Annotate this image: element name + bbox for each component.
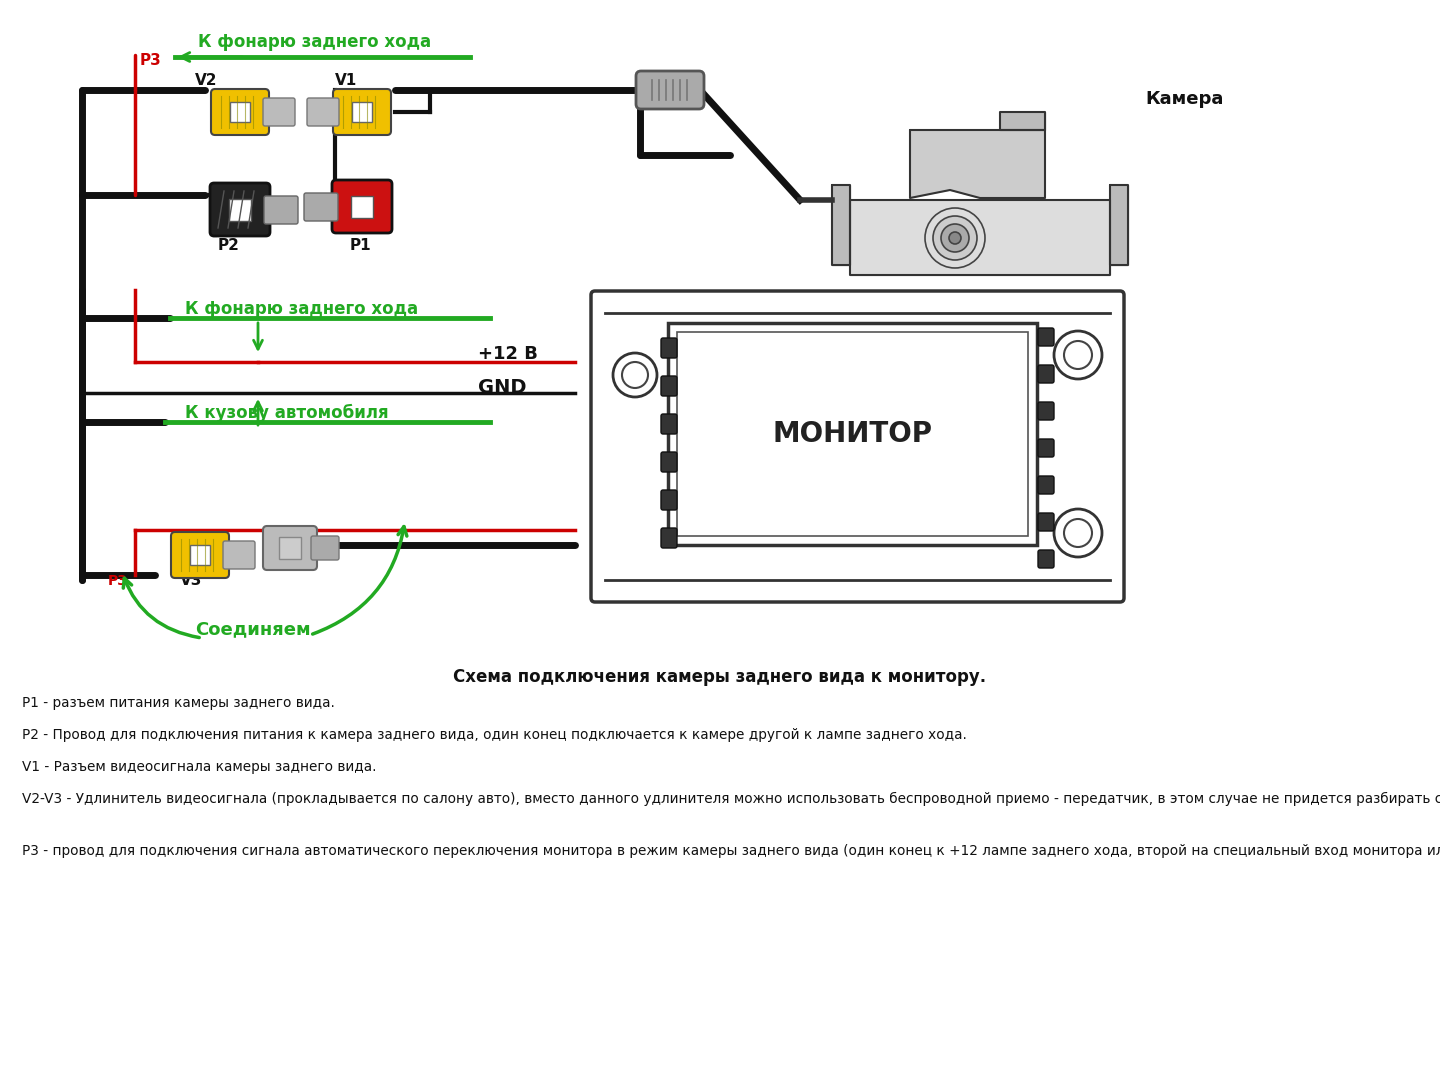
Text: Схема подключения камеры заднего вида к монитору.: Схема подключения камеры заднего вида к … <box>454 668 986 686</box>
Text: P2 - Провод для подключения питания к камера заднего вида, один конец подключает: P2 - Провод для подключения питания к ка… <box>22 728 966 742</box>
Circle shape <box>622 362 648 388</box>
Polygon shape <box>832 185 850 265</box>
Polygon shape <box>850 200 1110 276</box>
FancyBboxPatch shape <box>661 490 677 510</box>
FancyBboxPatch shape <box>307 98 338 126</box>
Text: +12 В: +12 В <box>478 345 539 363</box>
FancyBboxPatch shape <box>590 291 1125 602</box>
FancyBboxPatch shape <box>1038 402 1054 420</box>
Text: P3 - провод для подключения сигнала автоматического переключения монитора в режи: P3 - провод для подключения сигнала авто… <box>22 844 1440 858</box>
Polygon shape <box>999 111 1045 130</box>
Circle shape <box>613 353 657 397</box>
FancyBboxPatch shape <box>230 102 251 122</box>
Text: МОНИТОР: МОНИТОР <box>772 420 933 448</box>
Circle shape <box>1064 341 1092 369</box>
FancyBboxPatch shape <box>661 338 677 358</box>
FancyBboxPatch shape <box>661 376 677 396</box>
FancyBboxPatch shape <box>311 536 338 560</box>
FancyBboxPatch shape <box>171 532 229 578</box>
FancyBboxPatch shape <box>677 332 1028 536</box>
Circle shape <box>949 232 960 244</box>
FancyBboxPatch shape <box>668 323 1037 545</box>
FancyBboxPatch shape <box>210 183 271 236</box>
Circle shape <box>1064 519 1092 547</box>
FancyBboxPatch shape <box>279 537 301 559</box>
Circle shape <box>933 215 976 260</box>
FancyBboxPatch shape <box>661 528 677 548</box>
FancyBboxPatch shape <box>333 180 392 233</box>
Text: V1: V1 <box>336 73 357 88</box>
Polygon shape <box>1110 185 1128 265</box>
FancyBboxPatch shape <box>264 98 295 126</box>
FancyBboxPatch shape <box>1038 328 1054 346</box>
FancyBboxPatch shape <box>1038 550 1054 568</box>
Text: К фонарю заднего хода: К фонарю заднего хода <box>184 300 418 318</box>
Text: V1 - Разъем видеосигнала камеры заднего вида.: V1 - Разъем видеосигнала камеры заднего … <box>22 760 376 774</box>
Text: Соединяем: Соединяем <box>194 620 311 638</box>
FancyBboxPatch shape <box>223 541 255 569</box>
Polygon shape <box>910 130 1045 198</box>
Text: Камера: Камера <box>1145 90 1224 108</box>
FancyBboxPatch shape <box>1038 513 1054 531</box>
Text: P1: P1 <box>350 238 372 253</box>
FancyBboxPatch shape <box>661 452 677 472</box>
FancyBboxPatch shape <box>333 89 392 135</box>
Text: P3: P3 <box>140 53 161 68</box>
FancyBboxPatch shape <box>1038 440 1054 457</box>
Text: GND: GND <box>478 378 527 397</box>
Text: V2-V3 - Удлинитель видеосигнала (прокладывается по салону авто), вместо данного : V2-V3 - Удлинитель видеосигнала (проклад… <box>22 792 1440 806</box>
Text: P1 - разъем питания камеры заднего вида.: P1 - разъем питания камеры заднего вида. <box>22 696 336 710</box>
Circle shape <box>924 208 985 268</box>
FancyBboxPatch shape <box>190 545 210 565</box>
FancyBboxPatch shape <box>1038 476 1054 494</box>
Text: К кузову автомобиля: К кузову автомобиля <box>184 404 389 422</box>
Text: V3: V3 <box>180 574 203 589</box>
FancyBboxPatch shape <box>264 196 298 224</box>
FancyBboxPatch shape <box>229 199 251 221</box>
Circle shape <box>1054 509 1102 557</box>
FancyBboxPatch shape <box>1038 364 1054 383</box>
FancyBboxPatch shape <box>661 414 677 434</box>
FancyBboxPatch shape <box>636 71 704 109</box>
FancyBboxPatch shape <box>351 196 373 218</box>
Text: P3: P3 <box>108 574 128 589</box>
Circle shape <box>940 224 969 252</box>
FancyBboxPatch shape <box>351 102 372 122</box>
FancyBboxPatch shape <box>264 526 317 570</box>
Text: P2: P2 <box>217 238 240 253</box>
Text: К фонарю заднего хода: К фонарю заднего хода <box>199 33 431 51</box>
FancyBboxPatch shape <box>212 89 269 135</box>
Text: V2: V2 <box>194 73 217 88</box>
FancyBboxPatch shape <box>304 193 338 221</box>
Circle shape <box>1054 331 1102 379</box>
